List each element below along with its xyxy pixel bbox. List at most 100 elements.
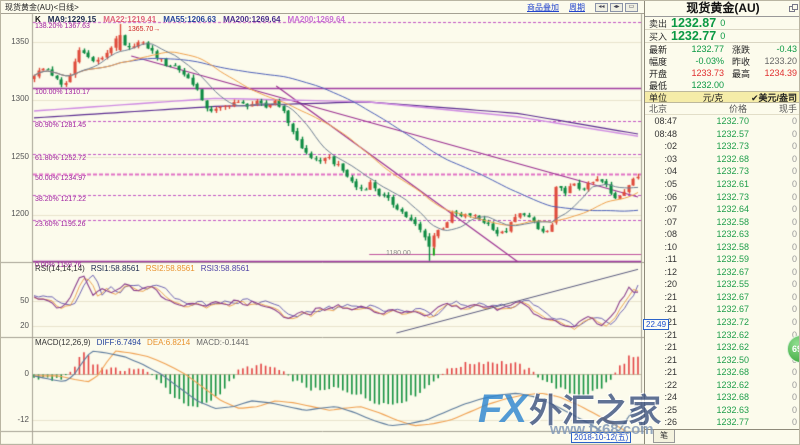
fib-label: 23.60% 1195.26 [35, 220, 86, 228]
buy-row[interactable]: 买入 1232.77 0 [645, 29, 799, 43]
scroll-left-button[interactable]: ◂◂ [595, 2, 608, 12]
peak-annotation: 1365.70→ [128, 26, 161, 33]
stat-row: 最低 1232.00 [645, 79, 799, 91]
stat-label: 昨收 [732, 56, 751, 67]
tick-volume: 0 [791, 229, 797, 240]
rsi-header: RSI(14,14,14) RSI1:58.8561 RSI2:58.8561 … [35, 264, 250, 273]
price-axis-label: 1300 [11, 94, 29, 103]
stat-label: 最高 [732, 68, 751, 79]
tick-time: :04 [664, 166, 677, 177]
fib-label: 80.90% 1281.45 [35, 121, 86, 129]
stats-box: 最新 1232.77 涨跌 -0.43 幅度 -0.03% 昨收 1233.20 开盘 1233.… [645, 43, 799, 91]
tick-price: 1232.58 [716, 216, 749, 227]
tick-volume: 0 [791, 116, 797, 127]
rsi-axis-label: 50 [20, 296, 29, 305]
tick-row[interactable]: :25 1232.63 0 [645, 404, 799, 417]
sell-price: 1232.87 [671, 16, 717, 30]
tick-price: 1232.50 [716, 354, 749, 365]
tick-price: 1232.62 [716, 379, 749, 390]
tick-row[interactable]: :21 1232.67 0 [645, 303, 799, 316]
tick-time: :21 [664, 317, 677, 328]
restore-window-button[interactable]: ▭ [625, 2, 638, 12]
tick-price: 1232.62 [716, 329, 749, 340]
tick-price: 1232.64 [716, 204, 749, 215]
ma-legend-item: MA200:1269.64 [287, 15, 345, 24]
overlay-link[interactable]: 商品叠加 [527, 2, 559, 12]
tick-time: :21 [664, 329, 677, 340]
tick-volume: 0 [791, 266, 797, 277]
tick-row[interactable]: 08:48 1232.57 0 [645, 128, 799, 141]
rsi-axis-label: 20 [20, 321, 29, 330]
macd-axis-label: 0 [24, 369, 29, 378]
tick-time: :21 [664, 342, 677, 353]
tick-row[interactable]: :07 1232.58 0 [645, 215, 799, 228]
rsi-current-value-tag: 22.49 [643, 319, 670, 330]
tick-row[interactable]: :08 1232.63 0 [645, 228, 799, 241]
tick-volume: 0 [791, 216, 797, 227]
period-link[interactable]: 周期 [569, 2, 585, 12]
sell-label: 卖出 [649, 18, 668, 29]
price-axis-label: 1350 [11, 37, 29, 46]
tick-row[interactable]: :21 1232.72 0 [645, 316, 799, 329]
tick-column-headers: 北京 价格 现手 [645, 103, 799, 115]
tick-row[interactable]: :21 1232.62 0 [645, 328, 799, 341]
tick-list: 08:47 1232.70 0 08:48 1232.57 0:02 1232.73 0:03… [645, 115, 799, 429]
tick-price: 1232.77 [716, 417, 749, 428]
tick-row[interactable]: :21 1232.67 0 [645, 291, 799, 304]
fib-label: 50.00% 1234.97 [35, 175, 86, 183]
sell-volume: 0 [720, 18, 726, 28]
tick-row[interactable]: :04 1232.73 0 [645, 165, 799, 178]
ma-legend-item: MA200:1269.64 [223, 15, 281, 24]
fib-label: 0.00% 1159.76 [35, 261, 82, 269]
tick-price: 1232.57 [716, 128, 749, 139]
tick-price: 1232.70 [716, 116, 749, 127]
tick-row[interactable]: :10 1232.58 0 [645, 240, 799, 253]
macd-header: MACD(12,26,9) DIFF:6.7494 DEA:6.8214 MAC… [35, 338, 250, 347]
tick-row[interactable]: :24 1232.68 0 [645, 391, 799, 404]
tick-price: 1232.73 [716, 166, 749, 177]
tick-price: 1232.68 [716, 153, 749, 164]
tick-time: :05 [664, 179, 677, 189]
scroll-both-button[interactable]: ◂▸ [610, 2, 623, 12]
tick-price: 1232.58 [716, 241, 749, 252]
stat-value: 1234.39 [764, 68, 797, 78]
bottom-tab-bi[interactable]: 笔 [653, 430, 675, 443]
tick-row[interactable]: :06 1232.73 0 [645, 190, 799, 203]
tick-row[interactable]: :22 1232.62 0 [645, 378, 799, 391]
ma-legend-item: MA9:1229.15 [47, 15, 97, 24]
buy-label: 买入 [649, 31, 668, 42]
sell-row[interactable]: 卖出 1232.87 0 [645, 16, 799, 30]
tick-row[interactable]: :03 1232.68 0 [645, 153, 799, 166]
tick-price: 1232.67 [716, 304, 749, 315]
tick-volume: 0 [791, 329, 797, 340]
tick-row[interactable]: :07 1232.64 0 [645, 203, 799, 216]
tick-time: :06 [664, 191, 677, 202]
stat-value: 1233.73 [691, 68, 724, 78]
unit-cny-option[interactable]: 元/克 [702, 92, 724, 103]
tick-row[interactable]: :05 1232.61 0 [645, 178, 799, 191]
tick-time: :12 [664, 266, 677, 277]
tick-price: 1232.63 [716, 229, 749, 240]
tick-row[interactable]: :02 1232.73 0 [645, 140, 799, 153]
tick-price: 1232.63 [716, 404, 749, 415]
x-axis-strip: 日线 201803 04 05 06 07 08 09 10 2018-10-1… [1, 431, 644, 444]
popout-icon[interactable] [789, 4, 798, 13]
tick-row[interactable]: :12 1232.67 0 [645, 266, 799, 279]
tick-row[interactable]: :20 1232.55 0 [645, 278, 799, 291]
tick-price: 1232.68 [716, 392, 749, 403]
main-chart-canvas[interactable] [1, 1, 644, 444]
macd-axis-label: -12 [17, 415, 29, 424]
tick-time: :25 [664, 404, 677, 415]
unit-row: 单位 元/克 ✔美元/盎司 [645, 91, 799, 103]
ma-legend-item: MA22:1219.41 [103, 15, 157, 24]
tick-row[interactable]: :21 1232.68 0 [645, 366, 799, 379]
unit-usd-option[interactable]: ✔美元/盎司 [750, 92, 797, 103]
stat-row: 幅度 -0.03% 昨收 1233.20 [645, 55, 799, 67]
tick-row[interactable]: 08:47 1232.70 0 [645, 115, 799, 128]
stat-value: 1232.00 [691, 80, 724, 90]
tick-row[interactable]: :26 1232.77 0 [645, 416, 799, 429]
tick-row[interactable]: :11 1232.59 0 [645, 253, 799, 266]
